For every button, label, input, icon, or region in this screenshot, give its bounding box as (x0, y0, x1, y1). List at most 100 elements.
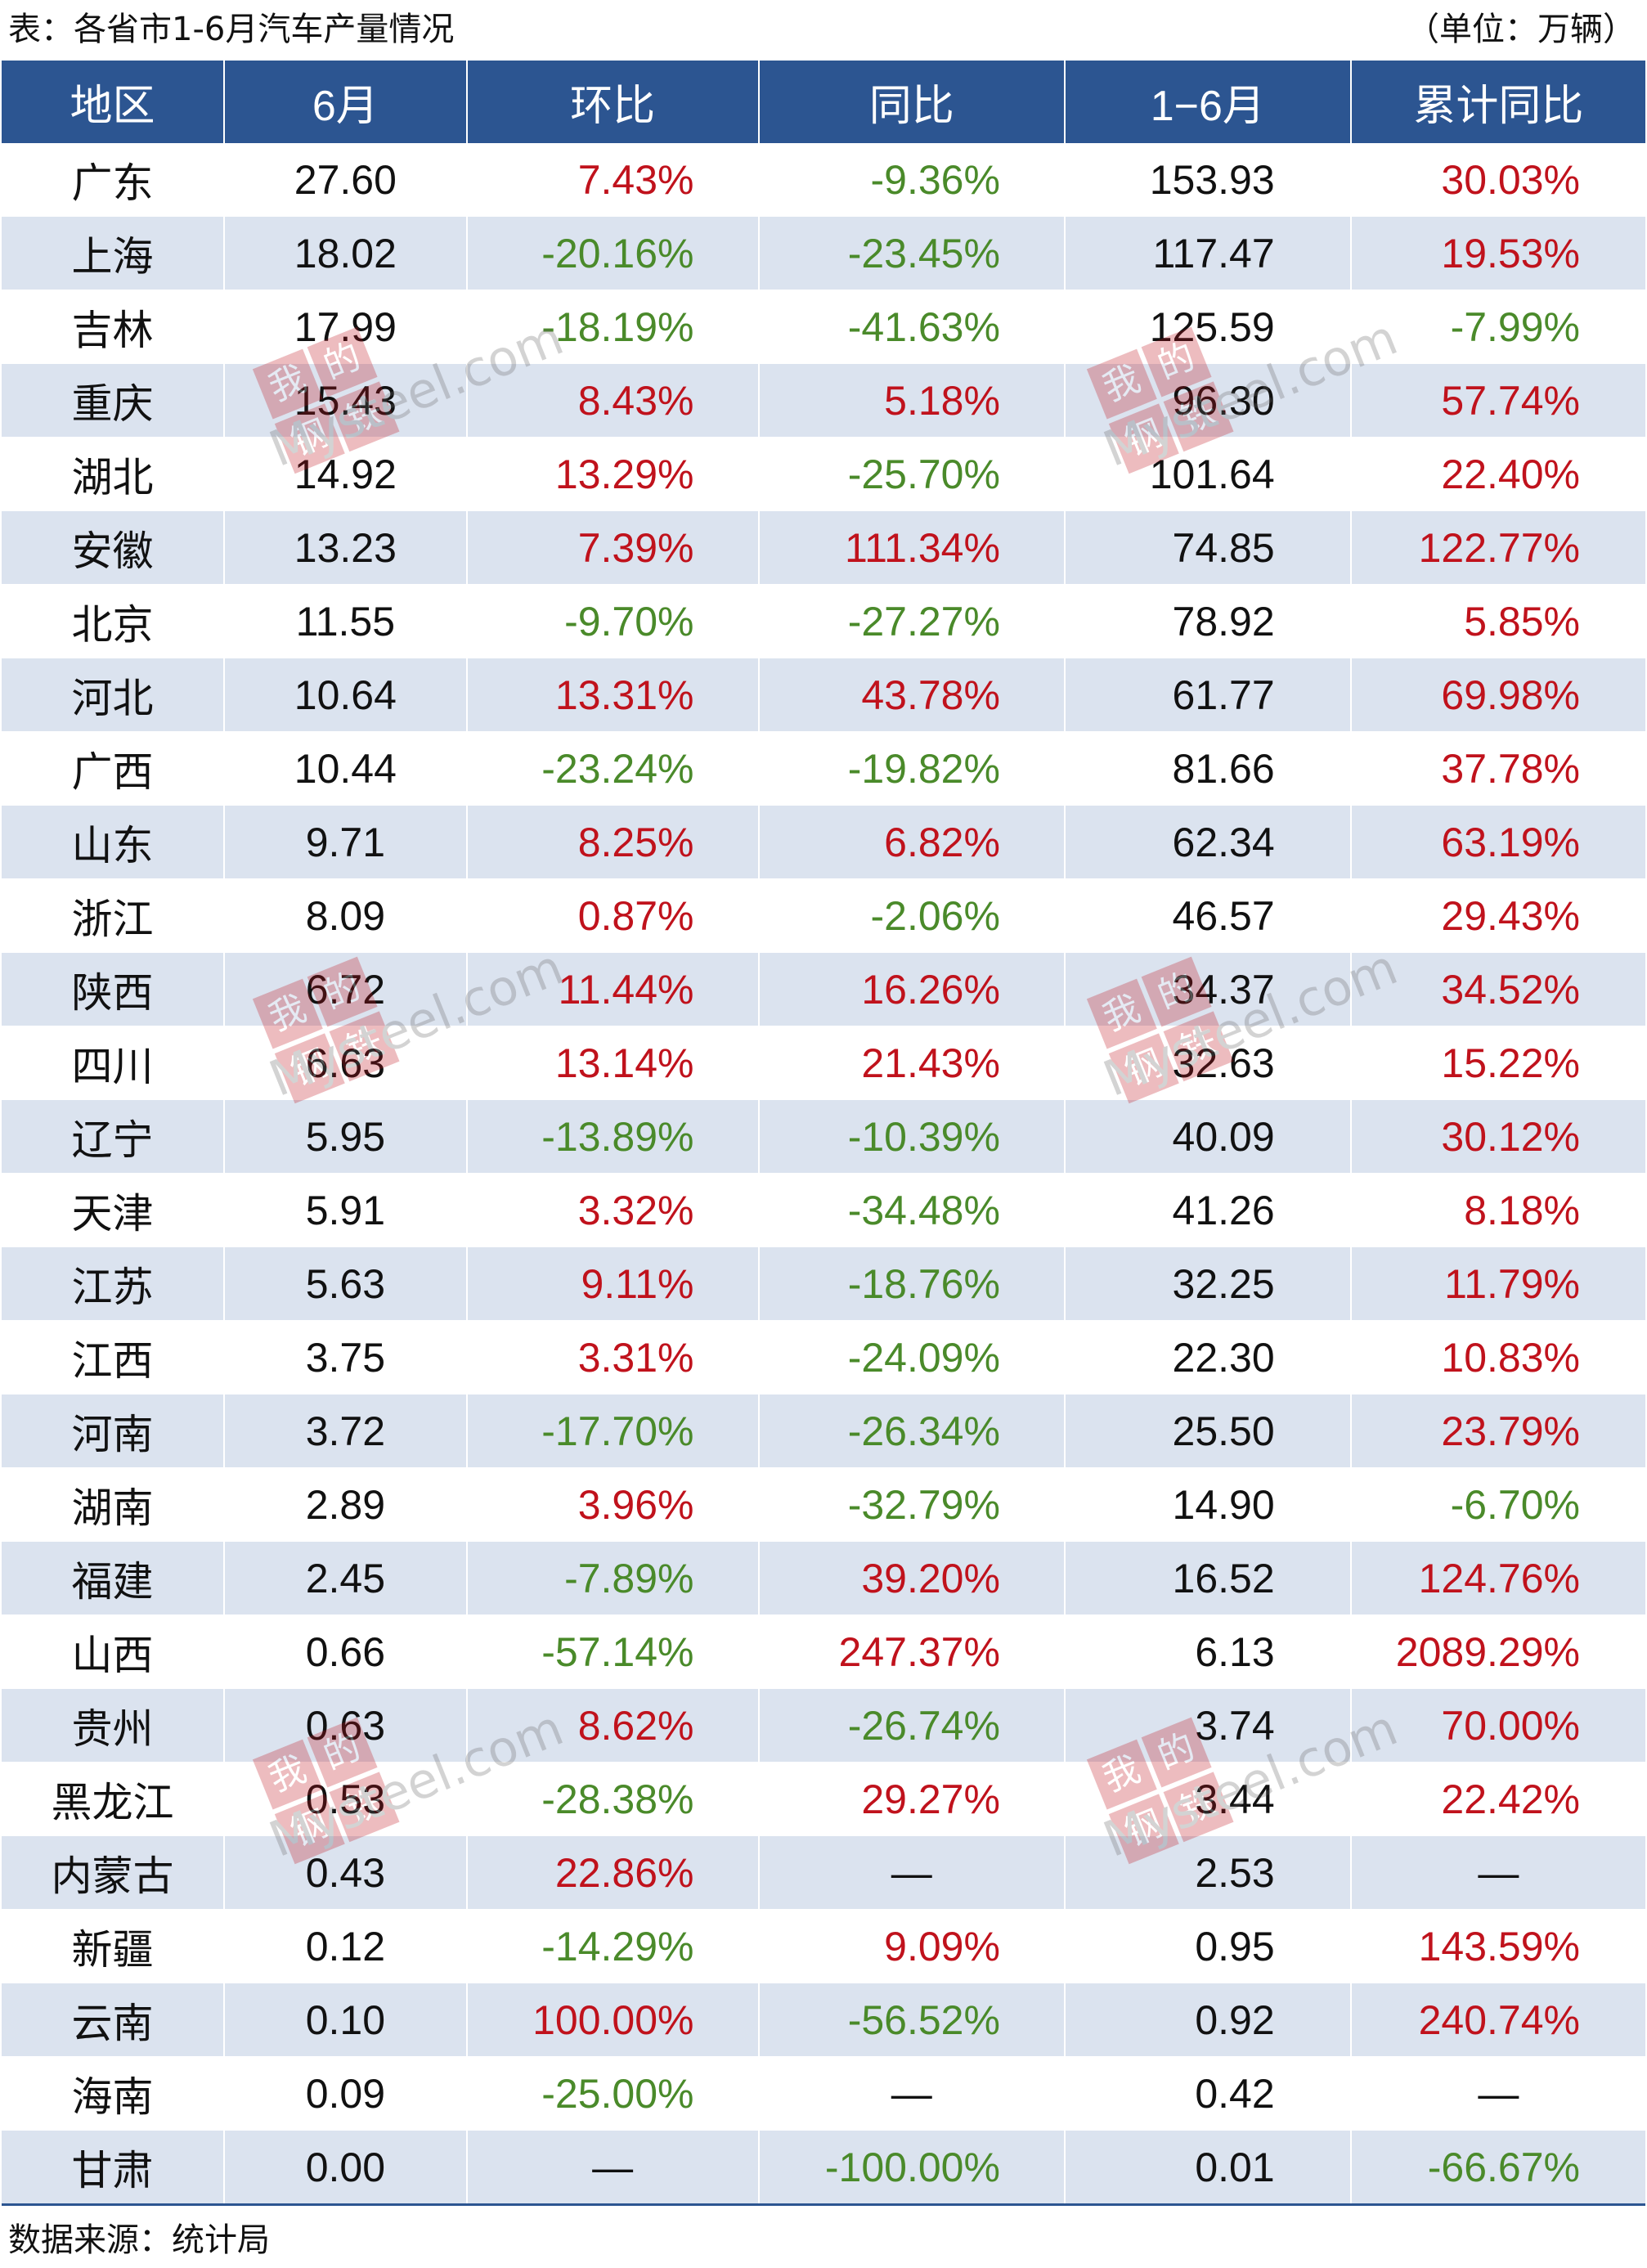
header-june: 6月 (224, 61, 468, 143)
cell-mom: 100.00% (466, 1983, 760, 2057)
cell-june: 2.45 (224, 1541, 468, 1615)
cell-mom: 13.29% (466, 437, 760, 511)
cell-yoy: -26.74% (758, 1688, 1066, 1763)
table-row: 福建 2.45 -7.89% 39.20% 16.52 124.76% (2, 1541, 1645, 1615)
cell-region: 重庆 (2, 363, 225, 438)
cell-h1: 40.09 (1064, 1099, 1352, 1174)
table-row: 辽宁 5.95 -13.89% -10.39% 40.09 30.12% (2, 1099, 1645, 1174)
cell-cum-yoy: 30.12% (1350, 1099, 1645, 1174)
cell-mom: -18.19% (466, 290, 760, 364)
table-row: 山西 0.66 -57.14% 247.37% 6.13 2089.29% (2, 1615, 1645, 1689)
cell-yoy: -19.82% (758, 731, 1066, 806)
cell-mom: 7.39% (466, 510, 760, 585)
cell-h1: 34.37 (1064, 952, 1352, 1026)
cell-yoy: 6.82% (758, 805, 1066, 879)
table-row: 海南 0.09 -25.00% —0.42— (2, 2056, 1645, 2131)
table-row: 河南 3.72 -17.70% -26.34% 25.50 23.79% (2, 1394, 1645, 1468)
cell-region: 北京 (2, 584, 225, 658)
cell-june: 3.72 (224, 1394, 468, 1468)
cell-mom: 22.86% (466, 1835, 760, 1910)
table-row: 浙江 8.09 0.87% -2.06% 46.57 29.43% (2, 878, 1645, 953)
cell-yoy: -26.34% (758, 1394, 1066, 1468)
cell-h1: 62.34 (1064, 805, 1352, 879)
header-mom: 环比 (466, 61, 760, 143)
cell-cum-yoy: 122.77% (1350, 510, 1645, 585)
cell-h1: 6.13 (1064, 1615, 1352, 1689)
table-row: 甘肃 0.00— -100.00% 0.01 -66.67% (2, 2130, 1645, 2206)
cell-yoy: -32.79% (758, 1467, 1066, 1542)
cell-cum-yoy: 34.52% (1350, 952, 1645, 1026)
cell-region: 福建 (2, 1541, 225, 1615)
cell-region: 湖南 (2, 1467, 225, 1542)
cell-mom: -7.89% (466, 1541, 760, 1615)
cell-cum-yoy: 69.98% (1350, 658, 1645, 732)
cell-region: 山东 (2, 805, 225, 879)
cell-mom: 8.25% (466, 805, 760, 879)
cell-yoy: -23.45% (758, 216, 1066, 290)
cell-h1: 117.47 (1064, 216, 1352, 290)
cell-yoy: -2.06% (758, 878, 1066, 953)
cell-cum-yoy: 124.76% (1350, 1541, 1645, 1615)
table-row: 新疆 0.12 -14.29% 9.09% 0.95 143.59% (2, 1909, 1645, 1983)
cell-region: 吉林 (2, 290, 225, 364)
table-row: 陕西 6.72 11.44% 16.26% 34.37 34.52% (2, 952, 1645, 1026)
cell-h1: 32.63 (1064, 1026, 1352, 1100)
cell-june: 3.75 (224, 1320, 468, 1394)
table-row: 江西 3.75 3.31% -24.09% 22.30 10.83% (2, 1320, 1645, 1394)
cell-region: 河北 (2, 658, 225, 732)
cell-region: 安徽 (2, 510, 225, 585)
cell-h1: 81.66 (1064, 731, 1352, 806)
cell-h1: 32.25 (1064, 1246, 1352, 1321)
cell-mom: -28.38% (466, 1762, 760, 1836)
table-row: 湖北 14.92 13.29% -25.70% 101.64 22.40% (2, 437, 1645, 511)
cell-june: 0.12 (224, 1909, 468, 1983)
cell-june: 0.43 (224, 1835, 468, 1910)
header-row: 地区 6月 环比 同比 1−6月 累计同比 (2, 61, 1645, 143)
table-title: 表：各省市1-6月汽车产量情况 (8, 11, 455, 48)
cell-mom: 13.14% (466, 1026, 760, 1100)
table-row: 安徽 13.23 7.39% 111.34% 74.85 122.77% (2, 510, 1645, 585)
cell-region: 内蒙古 (2, 1835, 225, 1910)
cell-cum-yoy: -66.67% (1350, 2130, 1645, 2206)
cell-h1: 16.52 (1064, 1541, 1352, 1615)
cell-yoy: 247.37% (758, 1615, 1066, 1689)
cell-mom: 13.31% (466, 658, 760, 732)
cell-mom: 3.31% (466, 1320, 760, 1394)
cell-yoy: 16.26% (758, 952, 1066, 1026)
cell-h1: 25.50 (1064, 1394, 1352, 1468)
cell-cum-yoy: 57.74% (1350, 363, 1645, 438)
cell-region: 江苏 (2, 1246, 225, 1321)
cell-yoy: 111.34% (758, 510, 1066, 585)
cell-region: 新疆 (2, 1909, 225, 1983)
cell-cum-yoy: 19.53% (1350, 216, 1645, 290)
cell-mom: 7.43% (466, 143, 760, 217)
cell-cum-yoy: 37.78% (1350, 731, 1645, 806)
cell-yoy: -27.27% (758, 584, 1066, 658)
cell-region: 江西 (2, 1320, 225, 1394)
cell-yoy: — (758, 1835, 1066, 1910)
table-row: 河北 10.64 13.31% 43.78% 61.77 69.98% (2, 658, 1645, 732)
cell-yoy: -18.76% (758, 1246, 1066, 1321)
cell-june: 8.09 (224, 878, 468, 953)
cell-yoy: -24.09% (758, 1320, 1066, 1394)
cell-june: 5.63 (224, 1246, 468, 1321)
cell-mom: 0.87% (466, 878, 760, 953)
cell-june: 18.02 (224, 216, 468, 290)
cell-cum-yoy: 8.18% (1350, 1173, 1645, 1247)
header-cum-yoy: 累计同比 (1350, 61, 1645, 143)
cell-mom: -9.70% (466, 584, 760, 658)
cell-june: 6.63 (224, 1026, 468, 1100)
cell-cum-yoy: 11.79% (1350, 1246, 1645, 1321)
cell-mom: -57.14% (466, 1615, 760, 1689)
cell-yoy: 21.43% (758, 1026, 1066, 1100)
cell-june: 0.63 (224, 1688, 468, 1763)
cell-h1: 101.64 (1064, 437, 1352, 511)
header-h1: 1−6月 (1064, 61, 1352, 143)
cell-yoy: -34.48% (758, 1173, 1066, 1247)
cell-yoy: -100.00% (758, 2130, 1066, 2206)
cell-mom: — (466, 2130, 760, 2206)
table-row: 广东 27.60 7.43% -9.36% 153.93 30.03% (2, 143, 1645, 217)
cell-h1: 41.26 (1064, 1173, 1352, 1247)
cell-yoy: -9.36% (758, 143, 1066, 217)
cell-region: 海南 (2, 2056, 225, 2131)
